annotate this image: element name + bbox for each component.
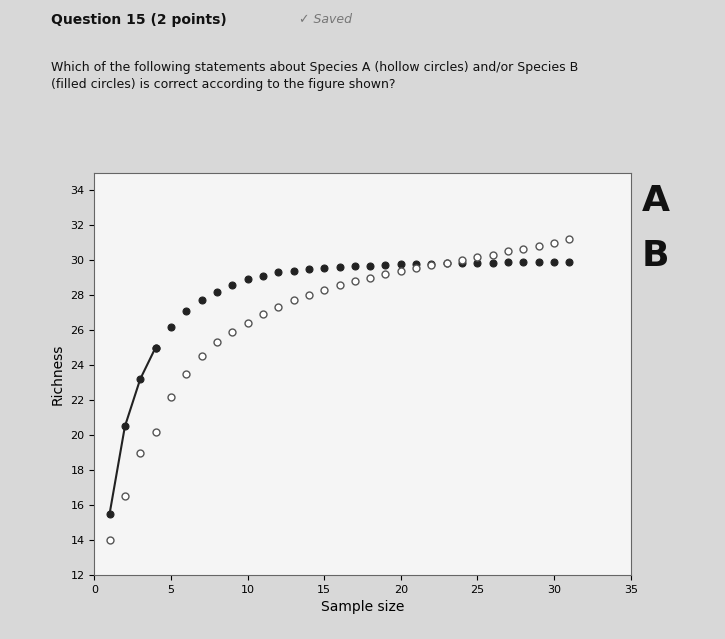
Text: A: A — [642, 184, 670, 219]
Y-axis label: Richness: Richness — [51, 343, 65, 404]
X-axis label: Sample size: Sample size — [320, 601, 405, 614]
Text: Question 15 (2 points): Question 15 (2 points) — [51, 13, 226, 27]
Text: B: B — [642, 238, 669, 273]
Text: Which of the following statements about Species A (hollow circles) and/or Specie: Which of the following statements about … — [51, 61, 578, 91]
Text: ✓ Saved: ✓ Saved — [299, 13, 352, 26]
